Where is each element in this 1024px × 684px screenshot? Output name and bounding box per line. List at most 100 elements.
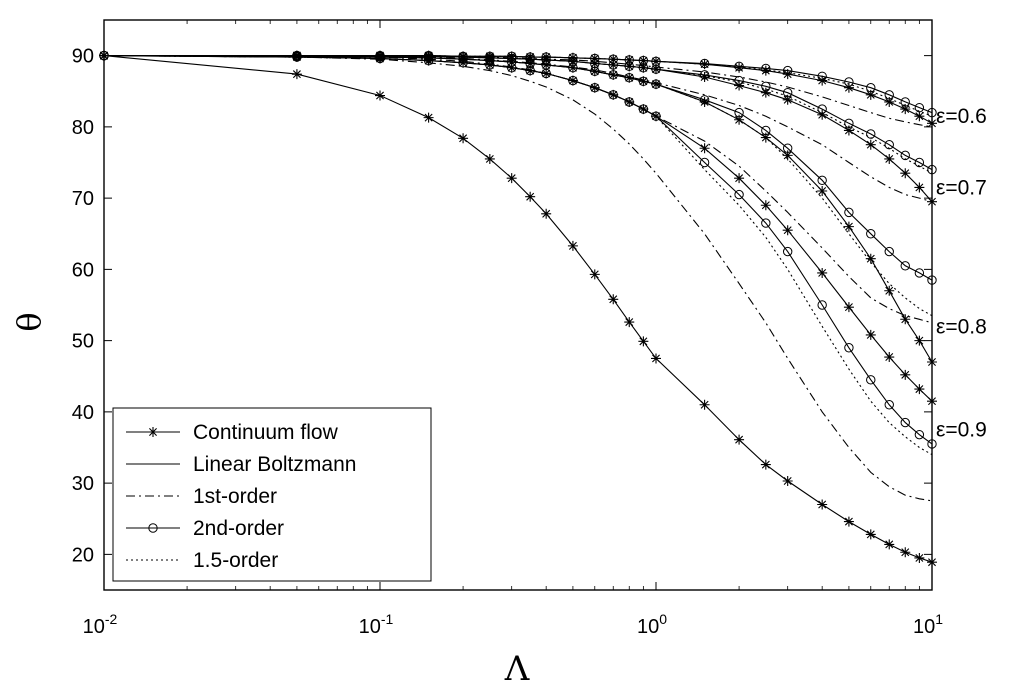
- data-point-circle: [900, 417, 910, 428]
- legend-item: Linear Boltzmann: [126, 453, 356, 476]
- legend-label: Linear Boltzmann: [193, 453, 356, 476]
- x-tick-label: 101: [913, 611, 943, 638]
- data-point-star: [567, 240, 578, 251]
- data-point-circle: [844, 343, 854, 353]
- data-point-star: [458, 133, 469, 144]
- data-point-star: [651, 353, 661, 364]
- data-point-circle: [761, 63, 771, 74]
- x-tick-label: 10-1: [359, 611, 394, 638]
- data-point-star: [484, 153, 495, 164]
- data-point-circle: [927, 164, 937, 175]
- data-point-circle: [927, 439, 937, 449]
- data-point-star: [865, 529, 876, 540]
- data-point-star: [541, 208, 552, 219]
- data-point-star: [865, 139, 876, 150]
- legend-item: 2nd-order: [126, 517, 284, 540]
- data-point-star: [914, 111, 925, 122]
- data-point-circle: [817, 71, 827, 81]
- data-point-star: [506, 173, 517, 184]
- y-tick-label: 50: [72, 331, 94, 353]
- data-point-star: [291, 69, 302, 80]
- epsilon-label: ε=0.9: [936, 419, 987, 442]
- data-point-circle: [782, 143, 793, 153]
- data-point-star: [734, 62, 745, 73]
- data-point-star: [843, 302, 854, 313]
- legend: Continuum flow Linear Boltzmann 1st-order 2…: [112, 407, 432, 582]
- series-16: [104, 55, 933, 117]
- data-point-circle: [927, 275, 937, 285]
- data-point-star: [865, 89, 876, 100]
- data-point-circle: [624, 97, 634, 107]
- data-point-star: [782, 94, 793, 105]
- data-point-circle: [590, 82, 600, 93]
- legend-item: Continuum flow: [126, 421, 339, 444]
- y-tick-label: 80: [72, 117, 94, 139]
- legend-item: 1.5-order: [126, 549, 278, 572]
- data-point-circle: [624, 73, 634, 83]
- data-point-star: [525, 191, 536, 202]
- data-point-star: [884, 352, 895, 363]
- data-point-circle: [900, 150, 910, 161]
- data-point-star: [760, 87, 771, 98]
- data-point-circle: [927, 107, 937, 118]
- data-point-star: [927, 118, 937, 129]
- legend-label: Continuum flow: [193, 421, 339, 444]
- legend-item: 1st-order: [126, 485, 277, 508]
- series-line: [103, 55, 933, 324]
- data-point-circle: [699, 70, 710, 80]
- data-point-star: [900, 314, 911, 325]
- series-line: [103, 55, 933, 502]
- data-point-star: [734, 173, 745, 184]
- data-point-star: [884, 539, 895, 550]
- data-point-star: [817, 499, 828, 510]
- data-point-star: [782, 225, 793, 236]
- data-point-star: [375, 90, 385, 101]
- series-11: [104, 55, 933, 203]
- data-point-circle: [782, 87, 793, 98]
- data-point-circle: [638, 104, 649, 114]
- legend-label: 1st-order: [193, 485, 277, 508]
- series-layer: [99, 50, 937, 568]
- data-point-star: [927, 557, 937, 568]
- x-tick-label: 10-2: [83, 611, 118, 638]
- data-point-star: [865, 329, 876, 340]
- data-point-star: [900, 369, 911, 380]
- data-point-circle: [866, 375, 876, 385]
- data-point-star: [638, 336, 649, 347]
- data-point-star: [843, 82, 854, 93]
- data-point-circle: [761, 125, 771, 136]
- legend-box: [112, 407, 432, 582]
- series-7: [103, 55, 933, 324]
- data-point-circle: [844, 207, 854, 218]
- epsilon-label: ε=0.6: [936, 105, 987, 128]
- data-point-star: [624, 317, 635, 328]
- data-point-star: [884, 153, 895, 164]
- legend-label: 1.5-order: [193, 549, 278, 572]
- data-point-star: [699, 399, 710, 410]
- data-point-star: [843, 125, 854, 136]
- data-point-star: [782, 69, 793, 80]
- data-point-star: [914, 552, 925, 563]
- data-point-star: [760, 200, 771, 211]
- data-point-star: [914, 384, 925, 395]
- data-point-circle: [914, 268, 925, 278]
- series-12: [104, 55, 933, 174]
- data-point-star: [699, 72, 710, 82]
- data-point-circle: [844, 77, 854, 87]
- data-point-star: [699, 143, 710, 154]
- series-line: [104, 55, 933, 128]
- y-axis: 20 30 40 50 60 70 80 90: [72, 46, 932, 566]
- legend-label: 2nd-order: [193, 517, 284, 540]
- data-point-star: [734, 434, 745, 445]
- data-point-star: [900, 168, 911, 179]
- series-line: [104, 55, 933, 117]
- data-point-circle: [817, 300, 827, 310]
- data-point-circle: [568, 53, 578, 63]
- data-point-star: [782, 475, 793, 486]
- data-point-circle: [608, 90, 618, 100]
- data-point-circle: [782, 65, 793, 76]
- epsilon-label: ε=0.7: [936, 176, 987, 199]
- data-point-circle: [866, 82, 876, 93]
- y-tick-label: 60: [72, 259, 94, 281]
- data-point-circle: [817, 175, 827, 186]
